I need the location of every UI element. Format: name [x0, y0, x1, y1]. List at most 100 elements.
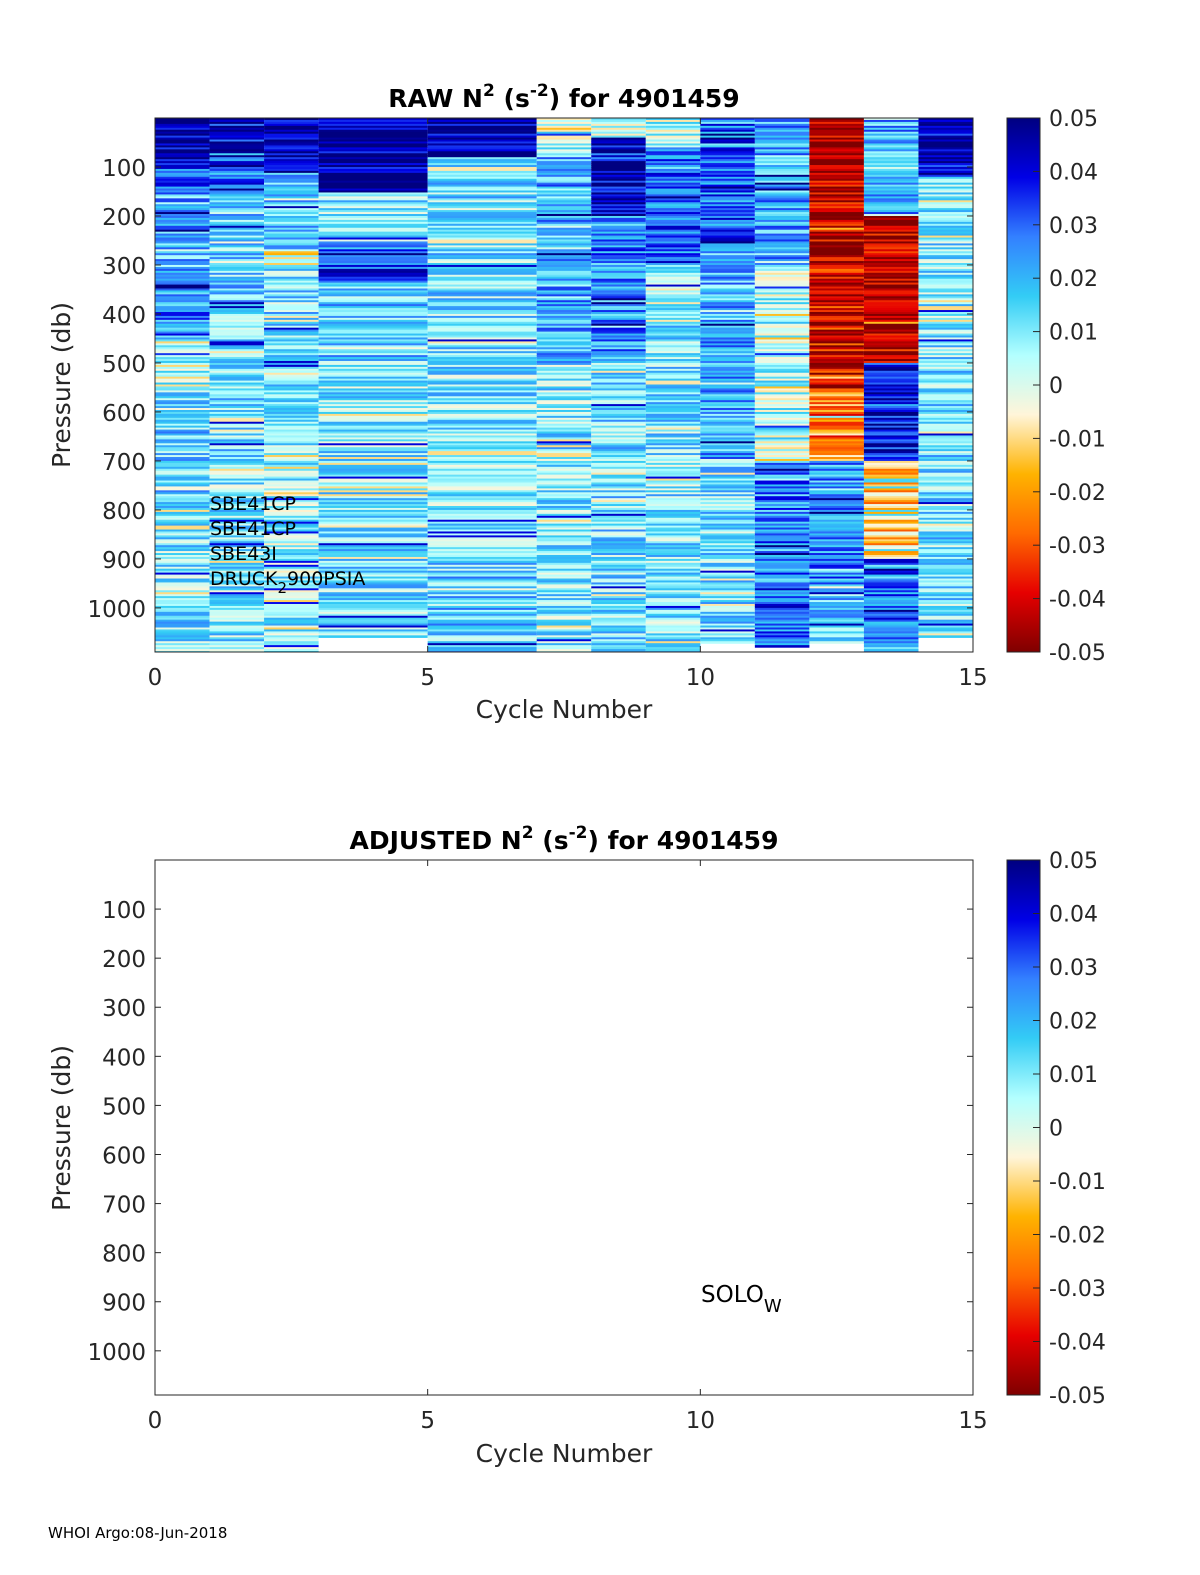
heatmap-cell: [427, 235, 537, 239]
heatmap-cell: [318, 549, 428, 552]
heatmap-cell: [918, 137, 973, 141]
heatmap-cell: [645, 127, 701, 131]
heatmap-cell: [318, 180, 428, 184]
y-tick-label: 200: [102, 947, 146, 973]
heatmap-cell: [918, 272, 973, 276]
heatmap-cell: [536, 635, 592, 638]
heatmap-cell: [536, 598, 592, 601]
heatmap-cell: [318, 478, 428, 482]
heatmap-cell: [645, 359, 701, 362]
heatmap-cell: [536, 123, 592, 127]
heatmap-cell: [918, 541, 973, 544]
heatmap-cell: [264, 353, 319, 356]
heatmap-cell: [591, 460, 646, 464]
heatmap-cell: [536, 141, 592, 145]
heatmap-cell: [591, 270, 646, 274]
heatmap-cell: [754, 480, 810, 484]
heatmap-cell: [536, 390, 592, 393]
heatmap-cell: [427, 317, 537, 321]
heatmap-cell: [809, 592, 864, 595]
heatmap-cell: [318, 353, 428, 356]
heatmap-cell: [155, 490, 210, 493]
heatmap-cell: [918, 453, 973, 456]
heatmap-cell: [809, 219, 864, 223]
heatmap-cell: [264, 492, 319, 495]
heatmap-cell: [318, 133, 428, 137]
heatmap-cell: [918, 386, 973, 390]
heatmap-cell: [645, 562, 701, 566]
heatmap-cell: [318, 537, 428, 540]
heatmap-cell: [863, 623, 919, 627]
heatmap-cell: [536, 278, 592, 282]
heatmap-cell: [591, 623, 646, 627]
heatmap-cell: [591, 362, 646, 366]
heatmap-cell: [155, 619, 210, 623]
heatmap-cell: [700, 462, 755, 466]
heatmap-cell: [754, 633, 810, 636]
heatmap-cell: [427, 639, 537, 642]
heatmap-cell: [754, 394, 810, 397]
heatmap-cell: [591, 170, 646, 174]
heatmap-cell: [155, 359, 210, 362]
heatmap-cell: [536, 227, 592, 231]
heatmap-cell: [209, 272, 265, 276]
heatmap-cell: [536, 225, 592, 229]
heatmap-cell: [591, 121, 646, 125]
heatmap-cell: [863, 212, 919, 215]
heatmap-cell: [536, 578, 592, 582]
heatmap-cell: [754, 321, 810, 325]
heatmap-cell: [918, 529, 973, 533]
heatmap-cell: [427, 480, 537, 484]
heatmap-cell: [264, 423, 319, 427]
heatmap-cell: [536, 214, 592, 217]
heatmap-cell: [427, 617, 537, 621]
heatmap-cell: [809, 572, 864, 576]
heatmap-cell: [700, 278, 755, 282]
heatmap-cell: [809, 564, 864, 568]
heatmap-cell: [318, 568, 428, 572]
heatmap-cell: [645, 206, 701, 209]
heatmap-cell: [591, 466, 646, 470]
heatmap-cell: [536, 149, 592, 152]
heatmap-cell: [264, 249, 319, 252]
heatmap-cell: [645, 184, 701, 188]
heatmap-cell: [427, 400, 537, 403]
heatmap-cell: [209, 325, 265, 329]
heatmap-cell: [264, 355, 319, 358]
heatmap-cell: [754, 486, 810, 489]
heatmap-cell: [264, 264, 319, 268]
heatmap-cell: [918, 378, 973, 382]
heatmap-cell: [918, 613, 973, 617]
heatmap-cell: [209, 380, 265, 384]
heatmap-cell: [700, 327, 755, 331]
heatmap-cell: [918, 419, 973, 423]
heatmap-cell: [318, 325, 428, 329]
heatmap-cell: [700, 221, 755, 225]
heatmap-cell: [209, 602, 265, 605]
heatmap-cell: [427, 423, 537, 427]
heatmap-cell: [209, 592, 265, 595]
heatmap-cell: [427, 219, 537, 223]
heatmap-cell: [264, 308, 319, 311]
heatmap-cell: [209, 139, 265, 143]
heatmap-cell: [863, 602, 919, 605]
heatmap-cell: [809, 619, 864, 623]
heatmap-cell: [700, 353, 755, 356]
heatmap-cell: [318, 480, 428, 484]
heatmap-cell: [863, 643, 919, 646]
heatmap-cell: [536, 388, 592, 391]
heatmap-cell: [318, 609, 428, 613]
heatmap-cell: [209, 633, 265, 636]
heatmap-cell: [754, 500, 810, 503]
heatmap-cell: [645, 509, 701, 513]
heatmap-cell: [700, 168, 755, 172]
heatmap-cell: [155, 212, 210, 215]
heatmap-cell: [809, 429, 864, 433]
heatmap-cell: [754, 125, 810, 129]
heatmap-cell: [918, 323, 973, 327]
heatmap-cell: [264, 204, 319, 207]
heatmap-cell: [754, 553, 810, 556]
heatmap-cell: [536, 566, 592, 570]
heatmap-cell: [645, 545, 701, 548]
heatmap-cell: [809, 594, 864, 597]
